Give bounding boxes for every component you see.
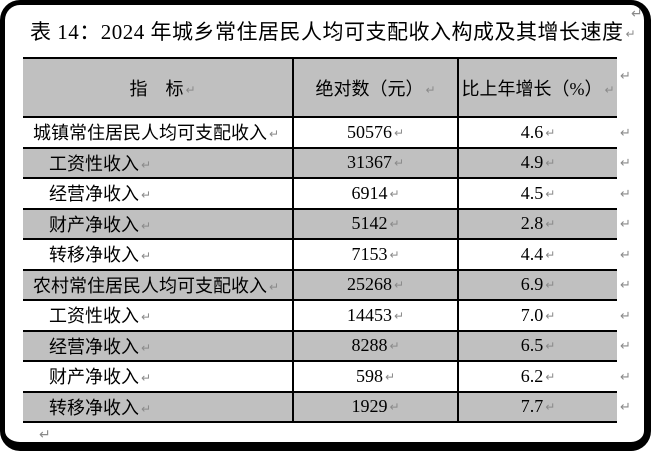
table-header-row: 指 标 ↵ 绝对数（元） ↵ 比上年增长（%） ↵ bbox=[23, 57, 617, 118]
paragraph-mark-icon: ↵ bbox=[389, 186, 400, 201]
paragraph-mark-icon: ↵ bbox=[185, 82, 196, 97]
paragraph-mark-icon: ↵ bbox=[269, 279, 280, 294]
paragraph-mark-icon: ↵ bbox=[620, 339, 631, 355]
paragraph-mark-icon: ↵ bbox=[393, 278, 405, 293]
table-row: 工资性收入 ↵ 31367 ↵ 4.9 ↵ bbox=[23, 146, 617, 179]
table-row: 工资性收入 ↵ 14453 ↵ 7.0 ↵ bbox=[23, 299, 617, 332]
table-row: 经营净收入 ↵ 8288 ↵ 6.5 ↵ bbox=[23, 329, 617, 362]
paragraph-mark-icon: ↵ bbox=[389, 217, 400, 232]
paragraph-mark-icon: ↵ bbox=[141, 401, 152, 416]
paragraph-mark-icon: ↵ bbox=[389, 247, 400, 262]
paragraph-mark-icon: ↵ bbox=[141, 340, 152, 355]
paragraph-mark-icon: ↵ bbox=[545, 278, 556, 293]
paragraph-mark-icon: ↵ bbox=[545, 217, 556, 232]
paragraph-mark-icon: ↵ bbox=[620, 186, 631, 202]
paragraph-mark-icon: ↵ bbox=[393, 308, 405, 323]
table-row: 财产净收入 ↵ 5142 ↵ 2.8 ↵ bbox=[23, 207, 617, 240]
paragraph-mark-icon: ↵ bbox=[545, 247, 556, 262]
paragraph-mark-icon: ↵ bbox=[389, 339, 400, 354]
table-row: 转移净收入 ↵ 7153 ↵ 4.4 ↵ bbox=[23, 238, 617, 271]
income-table: 指 标 ↵ 绝对数（元） ↵ 比上年增长（%） ↵ 城镇常住居民人均可支配收入 ↵ 50… bbox=[23, 57, 617, 423]
paragraph-mark-icon: ↵ bbox=[545, 186, 556, 201]
row-end-marks: ↵ ↵ ↵ ↵ ↵ ↵ ↵ ↵ ↵ ↵ ↵ bbox=[620, 57, 631, 423]
table-row: 经营净收入 ↵ 6914 ↵ 4.5 ↵ bbox=[23, 177, 617, 210]
paragraph-mark-icon: ↵ bbox=[545, 339, 556, 354]
paragraph-mark-icon: ↵ bbox=[604, 82, 615, 97]
paragraph-mark-icon: ↵ bbox=[545, 125, 556, 140]
table-title: 表 14：2024 年城乡常住居民人均可支配收入构成及其增长速度 ↵ bbox=[30, 16, 636, 46]
table-row: 农村常住居民人均可支配收入 ↵ 25268 ↵ 6.9 ↵ bbox=[23, 268, 617, 301]
paragraph-mark-icon: ↵ bbox=[620, 369, 631, 385]
header-growth: 比上年增长（%） ↵ bbox=[457, 57, 617, 118]
paragraph-mark-icon: ↵ bbox=[545, 308, 556, 323]
header-indicator: 指 标 ↵ bbox=[23, 57, 293, 118]
paragraph-mark-icon: ↵ bbox=[631, 6, 643, 22]
paragraph-mark-icon: ↵ bbox=[141, 310, 152, 325]
table-row: 财产净收入 ↵ 598 ↵ 6.2 ↵ bbox=[23, 360, 617, 393]
paragraph-mark-icon: ↵ bbox=[620, 278, 631, 294]
paragraph-mark-icon: ↵ bbox=[141, 371, 152, 386]
paragraph-mark-icon: ↵ bbox=[545, 156, 556, 171]
paragraph-mark-icon: ↵ bbox=[425, 82, 436, 97]
paragraph-mark-icon: ↵ bbox=[141, 157, 152, 172]
table-title-text: 表 14：2024 年城乡常住居民人均可支配收入构成及其增长速度 bbox=[30, 20, 624, 44]
paragraph-mark-icon: ↵ bbox=[39, 427, 51, 443]
paragraph-mark-icon: ↵ bbox=[625, 27, 637, 41]
paragraph-mark-icon: ↵ bbox=[269, 127, 280, 142]
paragraph-mark-icon: ↵ bbox=[393, 125, 405, 140]
paragraph-mark-icon: ↵ bbox=[545, 400, 556, 415]
paragraph-mark-icon: ↵ bbox=[620, 217, 631, 233]
paragraph-mark-icon: ↵ bbox=[620, 156, 631, 172]
table-row: 城镇常住居民人均可支配收入 ↵ 50576 ↵ 4.6 ↵ bbox=[23, 116, 617, 149]
table-row: 转移净收入 ↵ 1929 ↵ 7.7 ↵ bbox=[23, 390, 617, 423]
header-absolute: 绝对数（元） ↵ bbox=[292, 57, 458, 118]
paragraph-mark-icon: ↵ bbox=[389, 400, 400, 415]
paragraph-mark-icon: ↵ bbox=[620, 69, 631, 84]
paragraph-mark-icon: ↵ bbox=[141, 188, 152, 203]
paragraph-mark-icon: ↵ bbox=[620, 308, 631, 324]
paragraph-mark-icon: ↵ bbox=[620, 400, 631, 416]
paragraph-mark-icon: ↵ bbox=[384, 369, 396, 384]
paragraph-mark-icon: ↵ bbox=[620, 247, 631, 263]
paragraph-mark-icon: ↵ bbox=[141, 249, 152, 264]
paragraph-mark-icon: ↵ bbox=[545, 369, 556, 384]
paragraph-mark-icon: ↵ bbox=[141, 218, 152, 233]
paragraph-mark-icon: ↵ bbox=[393, 156, 405, 171]
paragraph-mark-icon: ↵ bbox=[620, 125, 631, 141]
